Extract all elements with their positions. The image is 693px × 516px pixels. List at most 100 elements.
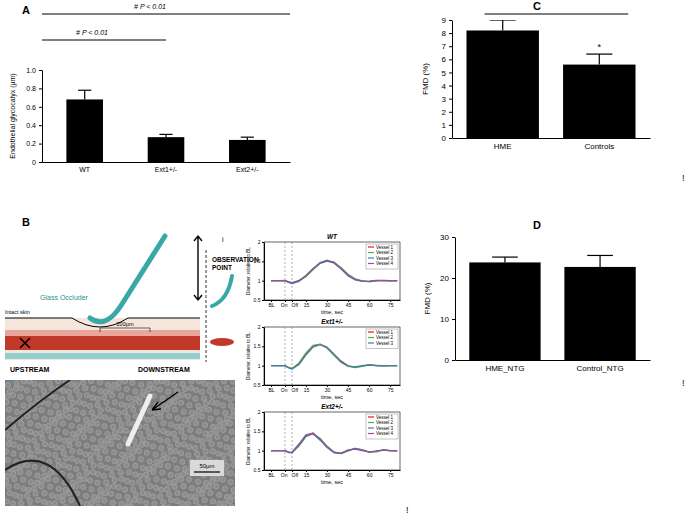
photo-cell <box>209 399 214 404</box>
tick: 3 <box>442 95 452 104</box>
tick: 0.6 <box>26 104 42 111</box>
photo-cell <box>126 470 131 475</box>
tick: 2 <box>258 239 264 245</box>
photo-cell <box>39 484 44 489</box>
tick-label: Off <box>292 302 299 308</box>
photo-cell <box>80 459 85 464</box>
photo-cell <box>32 438 37 443</box>
legend-label: Vessel 4 <box>376 431 394 436</box>
photo-cell <box>214 410 219 415</box>
vessel-section <box>210 338 234 346</box>
tick-mark <box>449 59 452 60</box>
photo-cell <box>73 435 78 440</box>
tick: 75 <box>388 470 394 478</box>
photo-cell <box>40 436 45 441</box>
photo-cell <box>112 459 117 464</box>
photo-cell <box>216 451 221 456</box>
photo-cell <box>158 437 163 442</box>
photo-cell <box>109 466 114 471</box>
photo-cell <box>81 484 86 489</box>
photo-cell <box>97 380 102 385</box>
photo-cell <box>13 492 18 497</box>
photo-cell <box>21 477 26 482</box>
tick-mark <box>39 70 42 71</box>
tick: 0.5 <box>254 297 264 303</box>
photo-cell <box>61 388 66 393</box>
tick-label: 75 <box>388 472 394 478</box>
photo-cell <box>152 501 157 506</box>
photo-cell <box>105 431 110 436</box>
photo-cell <box>186 394 191 399</box>
tick: 30 <box>440 233 455 242</box>
tick: 1 <box>258 363 264 369</box>
photo-cell <box>230 456 235 461</box>
photo-cell <box>223 394 228 399</box>
photo-cell <box>95 421 100 426</box>
axis-line <box>456 360 651 361</box>
axis-line <box>42 71 43 163</box>
photo-cell <box>146 429 151 434</box>
tick-mark <box>262 366 264 367</box>
photo-cell <box>38 382 43 387</box>
tick-mark <box>449 33 452 34</box>
vessel <box>5 336 200 350</box>
legend-label: Vessel 2 <box>376 250 394 255</box>
photo-cell <box>110 500 115 505</box>
tick-mark <box>452 237 455 238</box>
photo-cell <box>77 473 82 478</box>
photo-cell <box>172 382 177 387</box>
photo-cell <box>130 402 135 407</box>
tick-mark <box>39 162 42 163</box>
axis-title: time, sec <box>321 479 343 485</box>
photo-cell <box>60 493 65 498</box>
tick: 75 <box>388 300 394 308</box>
photo-cell <box>227 451 232 456</box>
photo-cell <box>35 423 40 428</box>
photo-cell <box>215 434 220 439</box>
photo-cell <box>222 380 227 384</box>
photo-cell <box>154 477 159 482</box>
photo-cell <box>167 414 172 419</box>
photo-cell <box>208 490 213 495</box>
photo-cell <box>63 408 68 413</box>
photo-cell <box>119 422 124 427</box>
photo-cell <box>101 473 106 478</box>
tick-label: 0.2 <box>26 140 36 147</box>
series-line <box>271 260 397 284</box>
photo-cell <box>146 387 151 392</box>
photo-cell <box>56 463 61 468</box>
tissue <box>5 318 200 360</box>
photo-cell <box>122 410 127 415</box>
y-axis: 00.20.40.60.81.0 <box>26 67 42 166</box>
legend-label: Vessel 4 <box>376 261 394 266</box>
photo-cell <box>25 445 30 450</box>
photo-cell <box>21 403 26 408</box>
legend-label: Vessel 1 <box>376 415 394 420</box>
axis-title: FMD (%) <box>421 63 430 95</box>
photo-cell <box>14 381 19 386</box>
photo-cell <box>90 436 95 441</box>
photo-cell <box>214 484 219 489</box>
photo-cell <box>161 479 166 484</box>
photo-cell <box>180 472 185 477</box>
legend-swatch <box>368 422 374 423</box>
photo-cell <box>39 478 44 483</box>
photo-cell <box>209 442 214 447</box>
photo-cell <box>217 392 222 397</box>
photo-cell <box>161 428 166 433</box>
error-bar <box>599 255 600 266</box>
base-layer <box>5 353 200 359</box>
photo-cell <box>105 406 110 411</box>
photo-cell <box>224 416 229 421</box>
tick-mark <box>262 470 264 471</box>
tick-label: 2 <box>258 324 261 330</box>
photo-cell <box>192 445 197 450</box>
photo-cell <box>84 501 89 506</box>
significance-line <box>485 13 629 14</box>
photo-cell <box>214 401 219 406</box>
photo-cell <box>224 436 229 441</box>
tick-label: 3 <box>442 95 447 104</box>
photo-cell <box>210 449 215 454</box>
tick: 0.4 <box>26 122 42 129</box>
photo-cell <box>56 486 61 491</box>
